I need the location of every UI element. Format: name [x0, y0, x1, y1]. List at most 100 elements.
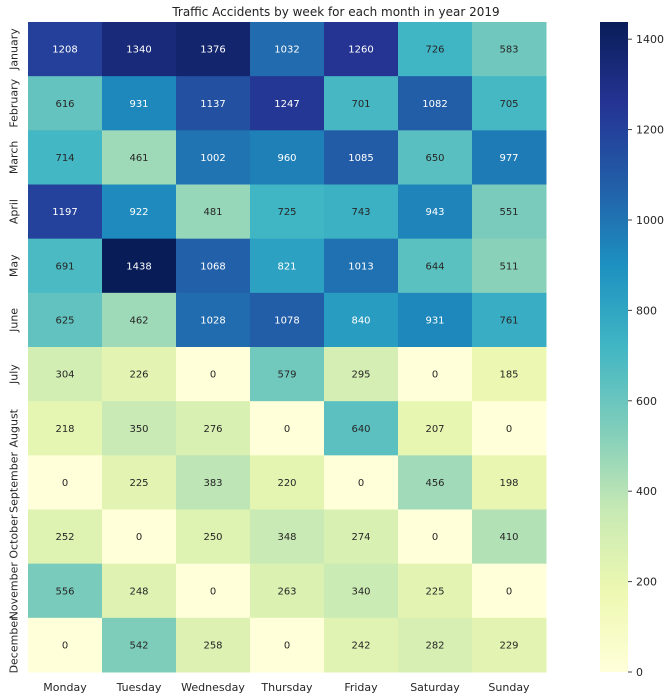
cell-value-label: 1002 [200, 153, 225, 164]
heatmap-cell [398, 130, 473, 185]
heatmap-cell [398, 617, 473, 673]
cell-value-label: 0 [210, 586, 216, 597]
cell-value-label: 282 [425, 640, 444, 651]
cell-value-label: 943 [425, 207, 444, 218]
heatmap-cell [102, 347, 177, 402]
x-tick-label: Monday [43, 681, 87, 694]
x-tick-label: Friday [344, 681, 378, 694]
heatmap-cell [28, 563, 103, 619]
heatmap-cell [28, 347, 103, 402]
heatmap-cell [102, 455, 177, 510]
cell-value-label: 1068 [200, 261, 225, 272]
heatmap-cell [324, 76, 399, 131]
cell-value-label: 226 [129, 370, 148, 381]
heatmap-cell [176, 130, 251, 185]
heatmap-cell [398, 509, 473, 565]
cell-value-label: 350 [129, 424, 148, 435]
cell-value-label: 821 [277, 261, 296, 272]
cell-value-label: 542 [129, 640, 148, 651]
heatmap-cell [250, 401, 325, 456]
heatmap-cell [102, 22, 177, 77]
heatmap-cell [102, 617, 177, 673]
heatmap-cell [102, 401, 177, 456]
colorbar-tick-label: 1000 [636, 214, 664, 227]
colorbar-tick-label: 0 [636, 666, 643, 679]
heatmap-cell [176, 563, 251, 619]
heatmap-cell [102, 130, 177, 185]
heatmap-cell [324, 22, 399, 77]
cell-value-label: 295 [351, 370, 370, 381]
heatmap-cell [28, 455, 103, 510]
heatmap-cell [176, 292, 251, 348]
y-axis-labels: January February March April May June July Augu… [8, 28, 21, 674]
y-tick-label: September [8, 452, 21, 513]
heatmap-cell [398, 401, 473, 456]
cell-value-label: 701 [351, 99, 370, 110]
cell-value-label: 556 [55, 586, 74, 597]
heatmap-cell [472, 563, 547, 619]
heatmap-cell [176, 238, 251, 294]
cell-value-label: 1032 [274, 45, 299, 56]
cell-value-label: 0 [136, 532, 142, 543]
cell-value-label: 0 [432, 370, 438, 381]
heatmap-cell [472, 292, 547, 348]
heatmap-cell [176, 22, 251, 77]
x-tick-label: Thursday [260, 681, 313, 694]
cell-value-label: 225 [425, 586, 444, 597]
colorbar-tick-label: 600 [636, 395, 657, 408]
heatmap-cell [324, 184, 399, 240]
cell-value-label: 304 [55, 370, 74, 381]
cell-value-label: 650 [425, 153, 444, 164]
cell-value-label: 644 [425, 261, 444, 272]
cell-value-label: 583 [499, 45, 518, 56]
cell-value-label: 1082 [422, 99, 447, 110]
heatmap-cell [250, 509, 325, 565]
cell-value-label: 242 [351, 640, 370, 651]
cell-value-label: 258 [203, 640, 222, 651]
heatmap-cell [324, 130, 399, 185]
cell-value-label: 0 [358, 478, 364, 489]
cell-value-label: 225 [129, 478, 148, 489]
cell-value-label: 383 [203, 478, 222, 489]
cell-value-label: 0 [210, 370, 216, 381]
cell-value-label: 960 [277, 153, 296, 164]
cell-value-label: 931 [425, 315, 444, 326]
heatmap-cell [102, 184, 177, 240]
heatmap-cell [28, 184, 103, 240]
heatmap-cell [28, 238, 103, 294]
heatmap-cell [398, 563, 473, 619]
x-tick-label: Tuesday [116, 681, 162, 694]
heatmap-cell [102, 509, 177, 565]
cell-value-label: 1376 [200, 45, 225, 56]
heatmap-cell [472, 238, 547, 294]
cell-value-label: 1197 [52, 207, 77, 218]
x-axis-labels: Monday Tuesday Wednesday Thursday Friday Satu… [43, 681, 530, 694]
heatmap-cell [250, 455, 325, 510]
x-tick-label: Saturday [410, 681, 460, 694]
heatmap-cell [324, 455, 399, 510]
cell-value-label: 1247 [274, 99, 299, 110]
heatmap-cell [398, 22, 473, 77]
heatmap-cell [28, 292, 103, 348]
y-tick-label: April [8, 199, 21, 224]
cell-value-label: 640 [351, 424, 370, 435]
cell-value-label: 0 [284, 424, 290, 435]
y-tick-label: January [8, 28, 21, 71]
cell-value-label: 551 [499, 207, 518, 218]
y-tick-label: December [8, 616, 21, 674]
cell-value-label: 0 [432, 532, 438, 543]
y-tick-label: August [8, 408, 21, 447]
heatmap-cell [472, 130, 547, 185]
cell-value-label: 218 [55, 424, 74, 435]
cell-value-label: 252 [55, 532, 74, 543]
y-tick-label: June [8, 308, 21, 333]
heatmap-cell [398, 292, 473, 348]
cell-value-label: 185 [499, 370, 518, 381]
cell-value-label: 198 [499, 478, 518, 489]
heatmap-cell [472, 184, 547, 240]
heatmap-cell [250, 184, 325, 240]
heatmap-cell [176, 455, 251, 510]
cell-value-label: 691 [55, 261, 74, 272]
y-tick-label: July [8, 364, 21, 385]
